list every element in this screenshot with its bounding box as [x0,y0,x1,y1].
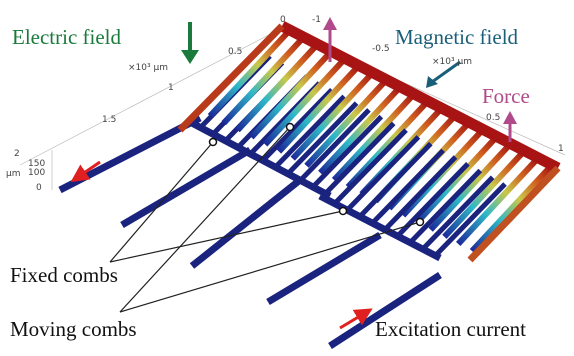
feed-line [192,180,300,266]
feed-line [122,150,250,225]
force-arrowhead [323,17,337,30]
axis-unit: μm [6,169,21,179]
page: {"annotations": {"electric_field": "Elec… [0,0,574,356]
tick-label: -0.5 [372,44,390,54]
label: Excitation current [375,317,526,341]
tick-label: 0 [280,15,286,25]
comb-structure [60,26,558,346]
axis-unit: ×10³ μm [432,57,472,67]
moving-finger [417,137,497,223]
label: Moving combs [10,317,137,341]
tick-label: 0 [36,183,42,193]
axis-unit: ×10³ μm [128,63,168,73]
tick-label: -1 [312,15,321,25]
diagram: Electric field Magnetic field Force Fixe… [0,0,574,356]
tick-label: 1 [168,83,174,93]
electric-arrowhead [181,50,199,64]
label: Electric field [12,25,122,49]
tick-label: 100 [28,168,45,178]
tick-label: 1.5 [102,115,116,125]
force-arrowhead [503,111,517,124]
label: Magnetic field [395,25,519,49]
label: Force [482,84,530,108]
tick-label: 0.5 [486,113,500,123]
tick-label: 2 [14,149,20,159]
tick-label: 1 [558,144,564,154]
tick-label: 0.5 [228,47,242,57]
label: Fixed combs [10,263,118,287]
feed-line [268,235,380,302]
